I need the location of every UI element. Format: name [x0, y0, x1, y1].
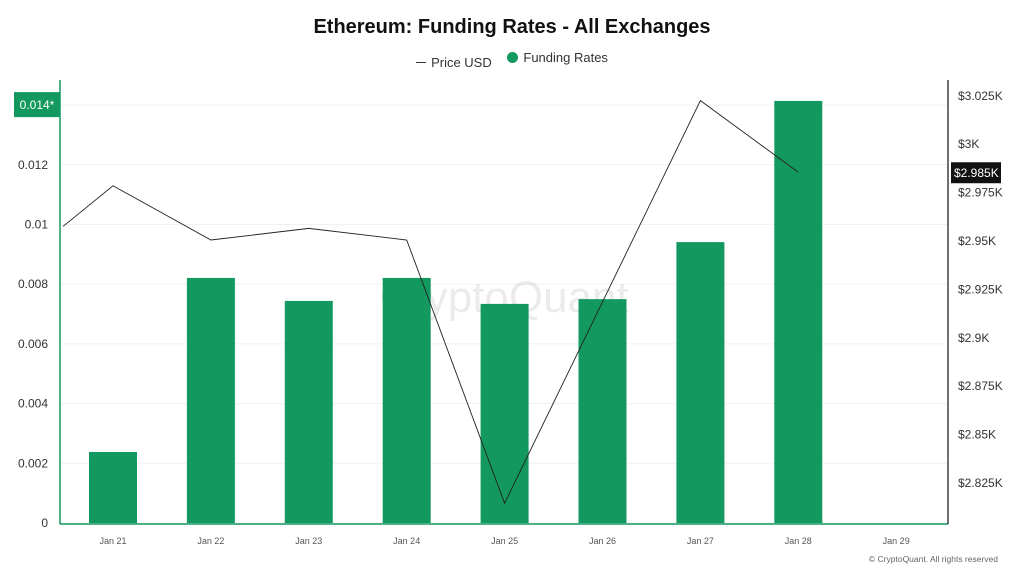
- left-tick-label: 0.008: [18, 277, 48, 291]
- line-swatch-icon: [416, 62, 427, 63]
- funding-bar: [89, 451, 137, 523]
- right-tick-label: $2.85K: [958, 428, 996, 442]
- right-tick-label: $2.825K: [958, 476, 1003, 490]
- x-tick-label: Jan 27: [687, 536, 714, 546]
- left-highlight-box: [14, 92, 60, 118]
- left-tick-label: 0.002: [18, 456, 48, 470]
- copyright: © CryptoQuant. All rights reserved: [868, 554, 998, 564]
- funding-bar: [382, 277, 431, 523]
- x-tick-label: Jan 23: [295, 536, 322, 546]
- x-tick-label: Jan 26: [589, 536, 616, 546]
- legend-price-label: Price USD: [431, 55, 492, 70]
- funding-bar: [480, 303, 529, 523]
- legend-funding[interactable]: Funding Rates: [507, 50, 608, 65]
- right-tick-label: $2.925K: [958, 282, 1003, 296]
- legend-funding-label: Funding Rates: [523, 50, 608, 65]
- x-tick-label: Jan 21: [99, 536, 126, 546]
- right-tick-label: $3K: [958, 137, 979, 151]
- funding-bar: [774, 100, 823, 524]
- right-tick-label: $2.975K: [958, 186, 1003, 200]
- x-tick-label: Jan 29: [883, 536, 910, 546]
- funding-bar: [186, 277, 235, 523]
- right-tick-label: $2.95K: [958, 234, 996, 248]
- x-tick-label: Jan 24: [393, 536, 420, 546]
- right-tick-label: $2.9K: [958, 331, 989, 345]
- left-highlight-label: 0.014*: [20, 98, 55, 112]
- x-tick-label: Jan 22: [197, 536, 224, 546]
- right-highlight-box: [951, 162, 1001, 184]
- right-tick-label: $3.025K: [958, 89, 1003, 103]
- chart-title: Ethereum: Funding Rates - All Exchanges: [313, 16, 711, 38]
- left-tick-label: 0.006: [18, 337, 48, 351]
- dot-swatch-icon: [507, 52, 519, 63]
- funding-bar: [676, 242, 725, 523]
- price-line: [62, 99, 799, 505]
- x-tick-label: Jan 25: [491, 536, 518, 546]
- left-tick-label: 0: [41, 516, 48, 530]
- left-tick-label: 0.012: [18, 158, 48, 172]
- right-highlight-label: $2.985K: [954, 166, 999, 180]
- funding-bar: [578, 299, 627, 523]
- legend: Price USD Funding Rates: [0, 50, 1024, 70]
- legend-price[interactable]: Price USD: [416, 55, 492, 70]
- funding-bar: [284, 300, 333, 523]
- x-tick-label: Jan 28: [785, 536, 812, 546]
- left-tick-label: 0.01: [25, 218, 49, 232]
- left-tick-label: 0.004: [18, 397, 48, 411]
- right-tick-label: $2.875K: [958, 379, 1003, 393]
